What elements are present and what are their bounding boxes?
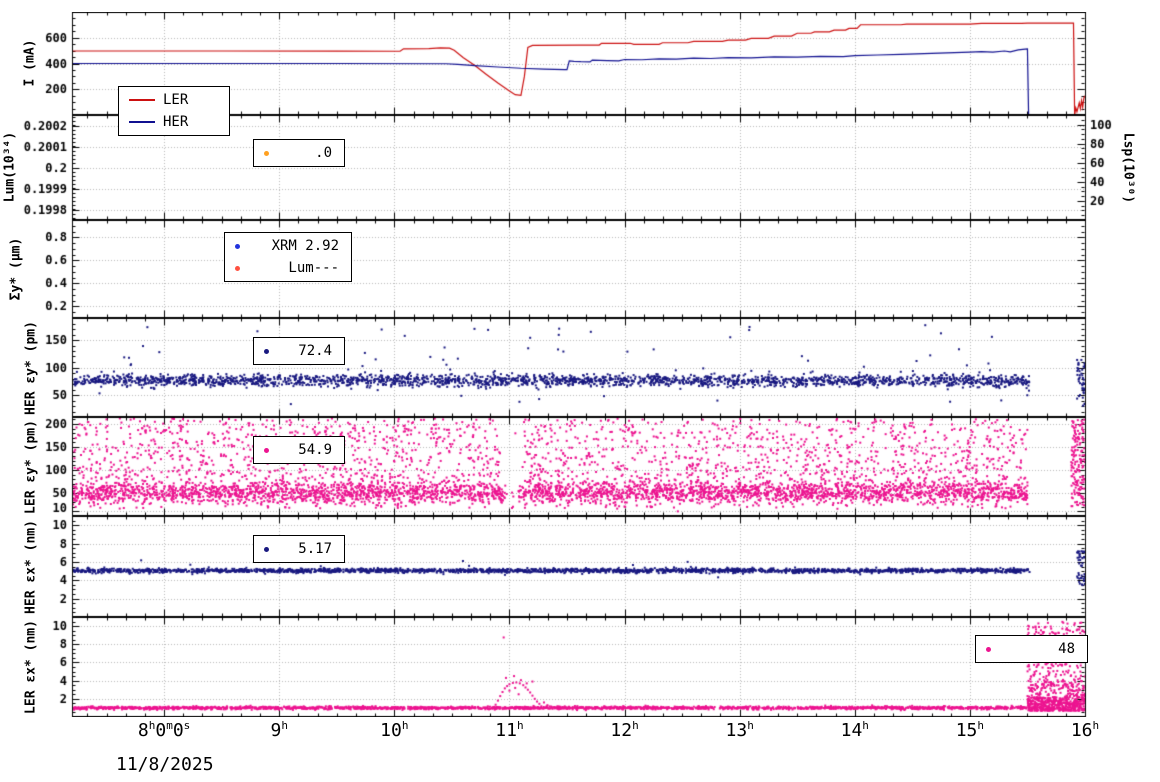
legend-dot-marker-icon [264,150,269,156]
x-tick-label-13: 13h [725,719,754,741]
panel-sigma-y [0,220,1160,318]
legend-entry: HER [119,111,229,133]
x-tick-label-11: 11h [495,719,524,741]
panel-her-eps-x [0,516,1160,617]
legend-entry: 48 [976,638,1087,660]
legend-label: 54.9 [298,442,332,458]
x-tick-label-14: 14h [840,719,869,741]
legend-dot-marker-icon [986,646,991,652]
legend-label: 5.17 [298,541,332,557]
legend-dot-marker-icon [264,348,269,354]
legend-ler-eps-y: 54.9 [253,436,345,464]
legend-luminosity: .0 [253,139,345,167]
legend-her-eps-y: 72.4 [253,337,345,365]
date-label: 11/8/2025 [116,754,214,775]
legend-label: HER [163,114,189,130]
legend-dot-marker-icon [264,447,269,453]
legend-entry: LER [119,89,229,111]
legend-entry: .0 [254,142,344,164]
x-tick-label-15: 15h [955,719,985,741]
legend-line-marker-icon [129,121,155,123]
legend-dot-marker-icon [264,546,269,552]
x-tick-label-16: 16h [1070,719,1100,741]
legend-her-eps-x: 5.17 [253,535,345,563]
legend-entry: 72.4 [254,340,344,362]
x-tick-label-8: 8h0m0s [137,719,191,741]
x-tick-label-10: 10h [380,719,409,741]
legend-label: .0 [315,145,332,161]
legend-ler-eps-x: 48 [975,635,1088,663]
legend-line-marker-icon [129,99,155,101]
panel-ler-eps-x [0,617,1160,717]
legend-label: XRM 2.92 [271,238,339,254]
legend-label: 48 [1058,641,1075,657]
panel-ler-eps-y [0,417,1160,516]
x-tick-label-9: 9h [270,719,288,741]
legend-label: LER [163,92,189,108]
legend-label: 72.4 [298,343,332,359]
legend-entry: Lum--- [225,257,351,279]
legend-label: Lum--- [288,260,339,276]
legend-entry: XRM 2.92 [225,235,351,257]
legend-entry: 54.9 [254,439,344,461]
legend-entry: 5.17 [254,538,344,560]
legend-dot-marker-icon [235,265,240,271]
legend-beam-current: LER HER [118,86,230,136]
legend-dot-marker-icon [235,243,240,249]
panel-her-eps-y [0,318,1160,417]
legend-sigma-y: XRM 2.92 Lum--- [224,232,352,282]
x-tick-label-12: 12h [610,719,639,741]
